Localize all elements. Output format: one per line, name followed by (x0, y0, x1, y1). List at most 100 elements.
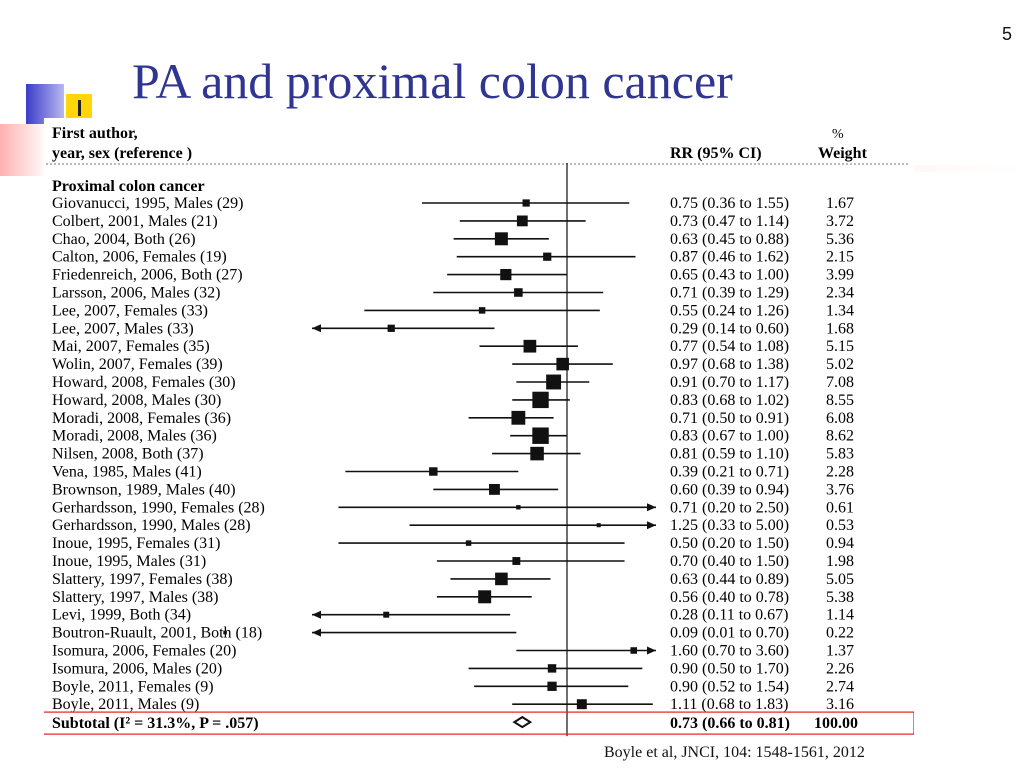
point-estimate-20 (465, 540, 472, 546)
weight-text-24: 1.14 (826, 607, 854, 624)
point-estimate-23 (478, 590, 492, 604)
study-label-9: Mai, 2007, Females (35) (52, 338, 210, 355)
rr-text-20: 0.50 (0.20 to 1.50) (670, 535, 789, 552)
weight-text-16: 2.28 (826, 464, 854, 481)
slide-title: PA and proximal colon cancer (132, 53, 733, 109)
rr-text-15: 0.81 (0.59 to 1.10) (670, 446, 789, 463)
ci-arrow-right-18 (647, 503, 656, 512)
study-label-15: Nilsen, 2008, Both (37) (52, 446, 204, 463)
study-label-19: Gerhardsson, 1990, Males (28) (52, 517, 251, 534)
weight-text-20: 0.94 (826, 535, 854, 552)
weight-text-11: 7.08 (826, 374, 854, 391)
point-estimate-2 (516, 215, 528, 227)
study-label-25: Boutron-Ruault, 2001, Both (18) (52, 625, 262, 642)
weight-text-26: 1.37 (826, 643, 854, 660)
point-estimate-13 (511, 410, 526, 425)
rr-text-17: 0.60 (0.39 to 0.94) (670, 481, 789, 498)
rr-text-6: 0.71 (0.39 to 1.29) (670, 285, 789, 302)
forest-plot-figure: First author, year, sex (reference ) RR … (35, 118, 915, 738)
weight-text-10: 5.02 (826, 356, 854, 373)
slide-number: 5 (1001, 24, 1012, 44)
point-estimate-22 (495, 572, 508, 586)
rr-text-10: 0.97 (0.68 to 1.38) (670, 356, 789, 373)
subtotal-weight-text: 100.00 (814, 715, 858, 732)
rr-text-18: 0.71 (0.20 to 2.50) (670, 499, 789, 516)
study-label-18: Gerhardsson, 1990, Females (28) (52, 499, 265, 516)
subtotal-rr-text: 0.73 (0.66 to 0.81) (670, 715, 790, 732)
weight-text-22: 5.05 (826, 571, 854, 588)
weight-text-19: 0.53 (826, 517, 854, 534)
study-label-29: Boyle, 2011, Males (9) (52, 696, 199, 713)
weight-text-17: 3.76 (826, 481, 854, 498)
rr-text-27: 0.90 (0.50 to 1.70) (670, 660, 789, 677)
study-label-2: Colbert, 2001, Males (21) (52, 213, 218, 230)
weight-text-27: 2.26 (826, 660, 854, 677)
rr-text-3: 0.63 (0.45 to 0.88) (670, 231, 789, 248)
study-label-16: Vena, 1985, Males (41) (52, 464, 202, 481)
study-label-21: Inoue, 1995, Males (31) (52, 553, 206, 570)
point-estimate-16 (429, 467, 438, 476)
study-label-7: Lee, 2007, Females (33) (52, 302, 208, 319)
study-label-8: Lee, 2007, Males (33) (52, 320, 194, 337)
study-label-23: Slattery, 1997, Males (38) (52, 589, 218, 606)
subtotal-diamond (512, 715, 533, 729)
weight-text-15: 5.83 (826, 446, 854, 463)
ci-arrow-left-24 (312, 610, 321, 619)
study-label-1: Giovanucci, 1995, Males (29) (52, 195, 244, 212)
rr-text-26: 1.60 (0.70 to 3.60) (670, 643, 789, 660)
rr-text-19: 1.25 (0.33 to 5.00) (670, 517, 789, 534)
point-estimate-12 (532, 391, 549, 409)
weight-text-2: 3.72 (826, 213, 854, 230)
rr-text-23: 0.56 (0.40 to 0.78) (670, 589, 789, 606)
point-estimate-11 (546, 374, 562, 390)
rr-text-11: 0.91 (0.70 to 1.17) (670, 374, 789, 391)
point-estimate-19 (596, 523, 601, 528)
point-estimate-15 (530, 446, 544, 461)
weight-text-7: 1.34 (826, 302, 854, 319)
weight-text-5: 3.99 (826, 267, 854, 284)
rr-text-24: 0.28 (0.11 to 0.67) (670, 607, 789, 624)
header-study-line2: year, sex (reference ) (52, 145, 192, 162)
point-estimate-26 (630, 647, 638, 654)
study-label-12: Howard, 2008, Males (30) (52, 392, 221, 409)
weight-text-13: 6.08 (826, 410, 854, 427)
study-label-22: Slattery, 1997, Females (38) (52, 571, 233, 588)
weight-text-21: 1.98 (826, 553, 854, 570)
study-label-26: Isomura, 2006, Females (20) (52, 643, 236, 660)
point-estimate-6 (514, 288, 523, 297)
weight-text-28: 2.74 (826, 678, 854, 695)
rr-text-5: 0.65 (0.43 to 1.00) (670, 267, 789, 284)
rr-text-29: 1.11 (0.68 to 1.83) (670, 696, 789, 713)
forest-plot: First author, year, sex (reference ) RR … (35, 118, 915, 738)
point-estimate-7 (478, 307, 486, 314)
rr-text-9: 0.77 (0.54 to 1.08) (670, 338, 789, 355)
point-estimate-28 (547, 681, 557, 691)
point-estimate-29 (576, 699, 587, 710)
point-estimate-1 (522, 199, 530, 207)
rr-text-16: 0.39 (0.21 to 0.71) (670, 464, 789, 481)
rr-text-2: 0.73 (0.47 to 1.14) (670, 213, 789, 230)
point-estimate-8 (387, 324, 395, 332)
point-estimate-4 (543, 252, 552, 261)
point-estimate-21 (512, 557, 521, 565)
point-estimate-25 (223, 630, 227, 635)
ci-arrow-left-25 (312, 628, 321, 637)
header-weight-line1: % (832, 127, 844, 142)
ci-arrow-right-19 (647, 521, 656, 530)
slide-decoration-red (0, 124, 48, 176)
rr-text-25: 0.09 (0.01 to 0.70) (670, 625, 789, 642)
rr-text-13: 0.71 (0.50 to 0.91) (670, 410, 789, 427)
point-estimate-9 (523, 339, 537, 353)
weight-text-14: 8.62 (826, 428, 854, 445)
weight-text-4: 2.15 (826, 249, 854, 266)
point-estimate-17 (489, 483, 500, 495)
study-label-27: Isomura, 2006, Males (20) (52, 660, 222, 677)
study-label-4: Calton, 2006, Females (19) (52, 249, 227, 266)
study-label-3: Chao, 2004, Both (26) (52, 231, 196, 248)
point-estimate-3 (494, 232, 508, 246)
weight-text-1: 1.67 (826, 195, 854, 212)
study-label-11: Howard, 2008, Females (30) (52, 374, 236, 391)
study-label-20: Inoue, 1995, Females (31) (52, 535, 220, 552)
group-label: Proximal colon cancer (52, 178, 205, 195)
rr-text-28: 0.90 (0.52 to 1.54) (670, 678, 789, 695)
